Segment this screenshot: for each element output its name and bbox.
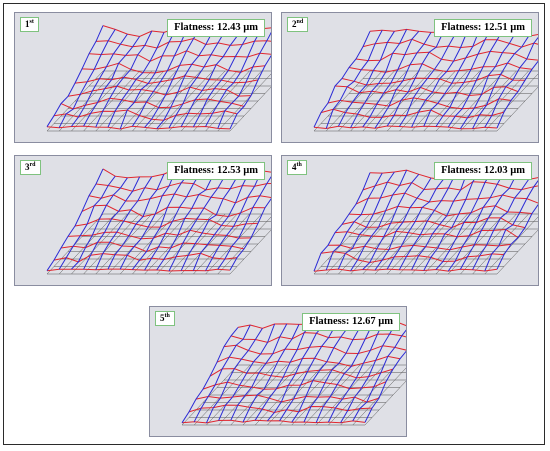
surface-plot xyxy=(313,25,538,132)
flatness-label: Flatness: 12.67 µm xyxy=(302,313,400,331)
surface-plot xyxy=(46,25,271,132)
surface-column-lines xyxy=(46,168,271,272)
surface-row-lines xyxy=(313,169,538,272)
surface-column-lines xyxy=(313,169,538,272)
panel-2nd: 2nd Flatness: 12.51 µm xyxy=(281,12,539,143)
flatness-label: Flatness: 12.03 µm xyxy=(434,162,532,180)
surface-plot xyxy=(46,168,271,275)
base-grid xyxy=(46,70,271,132)
ordinal-label: 3rd xyxy=(20,160,41,175)
surface-column-lines xyxy=(46,25,271,130)
surface-row-lines xyxy=(313,25,538,130)
panel-5th: 5th Flatness: 12.67 µm xyxy=(149,306,407,437)
ordinal-label: 4th xyxy=(287,160,307,175)
ordinal-label: 2nd xyxy=(287,17,309,32)
surface-row-lines xyxy=(181,319,406,424)
flatness-label: Flatness: 12.51 µm xyxy=(434,19,532,37)
ordinal-label: 1st xyxy=(20,17,39,32)
ordinal-label: 5th xyxy=(155,311,175,326)
surface-plot xyxy=(313,169,538,275)
panel-1st: 1st Flatness: 12.43 µm xyxy=(14,12,272,143)
panel-3rd: 3rd Flatness: 12.53 µm xyxy=(14,155,272,286)
base-grid xyxy=(313,213,538,275)
panel-4th: 4th Flatness: 12.03 µm xyxy=(281,155,539,286)
surface-column-lines xyxy=(181,319,406,424)
surface-column-lines xyxy=(313,25,538,129)
figure-frame: 1st Flatness: 12.43 µm 2nd Flatness: 12.… xyxy=(3,3,545,445)
flatness-label: Flatness: 12.53 µm xyxy=(167,162,265,180)
flatness-label: Flatness: 12.43 µm xyxy=(167,19,265,37)
surface-plot xyxy=(181,319,406,426)
